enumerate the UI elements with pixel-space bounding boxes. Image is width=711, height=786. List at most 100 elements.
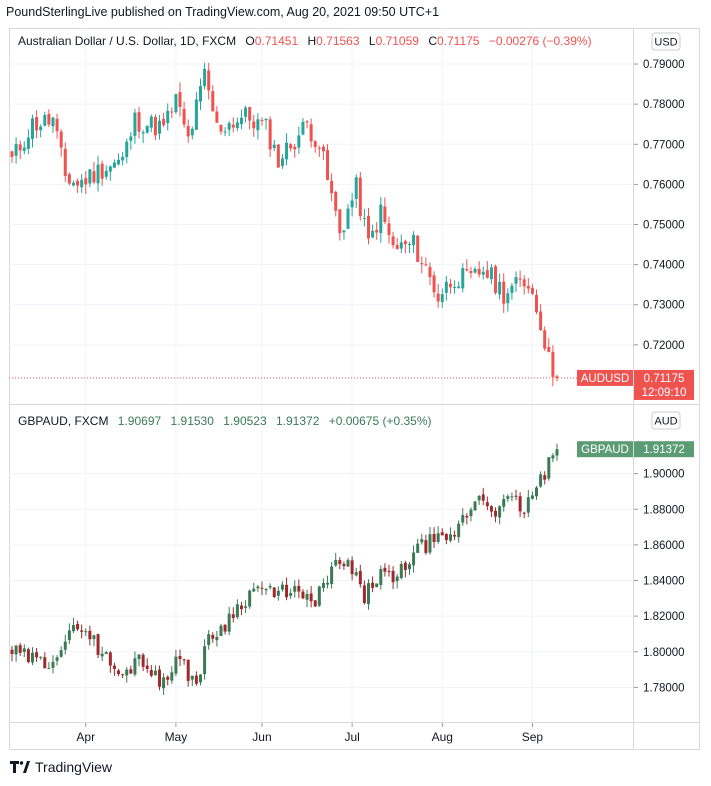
y-tick-label: 0.78000 — [643, 99, 685, 111]
candle-body — [252, 121, 256, 129]
candle-body — [494, 510, 498, 517]
candle-body — [129, 136, 133, 141]
candle-body — [252, 588, 256, 592]
candle-body — [96, 164, 100, 184]
candle-body — [375, 583, 379, 588]
candle-body — [84, 178, 88, 185]
svg-text:GBPAUD: GBPAUD — [581, 444, 629, 456]
candle-body — [321, 146, 325, 152]
candle-body — [424, 264, 428, 266]
candle-body — [506, 293, 510, 304]
candle-body — [227, 123, 231, 130]
candle-body — [153, 116, 157, 136]
candle-body — [526, 497, 530, 513]
candle-body — [133, 112, 137, 136]
candle-body — [481, 494, 485, 501]
candle-body — [444, 533, 448, 541]
candle-body — [174, 656, 178, 674]
y-tick-label: 0.79000 — [643, 59, 685, 71]
candle-body — [428, 266, 432, 278]
candle-body — [539, 311, 543, 331]
candle-body — [145, 125, 149, 133]
candle-body — [285, 142, 289, 160]
candle-body — [80, 179, 84, 188]
candle-body — [354, 572, 358, 576]
candle-body — [461, 268, 465, 289]
candle-body — [485, 502, 489, 507]
gbpaud-last-price-tag: GBPAUD 1.91372 — [577, 441, 694, 458]
candle-body — [117, 670, 121, 675]
candle-body — [121, 156, 125, 161]
svg-text:USD: USD — [654, 37, 677, 49]
candle-body — [530, 495, 534, 499]
candle-body — [453, 535, 457, 537]
candle-body — [264, 588, 268, 591]
candle-body — [518, 496, 522, 512]
candle-body — [30, 118, 34, 139]
candle-body — [555, 449, 559, 456]
y-tick-label: 0.74000 — [643, 260, 685, 272]
candle-body — [215, 111, 219, 123]
candle-body — [547, 346, 551, 352]
candle-body — [260, 119, 264, 121]
chart-frame — [9, 28, 700, 750]
candle-body — [522, 279, 526, 287]
candle-body — [477, 268, 481, 275]
candle-body — [96, 634, 100, 655]
candle-body — [407, 564, 411, 570]
candle-body — [268, 119, 272, 150]
candle-body — [510, 285, 514, 293]
svg-text:0.71175: 0.71175 — [644, 373, 685, 385]
candle-body — [59, 131, 63, 148]
candle-body — [469, 271, 473, 273]
candle-body — [149, 116, 153, 128]
candle-body — [104, 652, 108, 655]
candle-body — [170, 111, 174, 113]
candle-body — [88, 169, 92, 184]
y-tick-label: 0.76000 — [643, 179, 685, 191]
y-tick-label: 1.78000 — [643, 682, 685, 694]
candle-body — [244, 606, 248, 608]
candle-body — [383, 567, 387, 572]
candle-body — [432, 533, 436, 543]
p1-legend: Australian Dollar / U.S. Dollar, 1D, FXC… — [18, 34, 592, 48]
candle-body — [223, 624, 227, 632]
candle-body — [535, 487, 539, 497]
candle-body — [92, 635, 96, 640]
candle-body — [182, 108, 186, 125]
candle-body — [100, 653, 104, 657]
candle-body — [194, 99, 198, 130]
candle-body — [354, 177, 358, 199]
candle-body — [203, 646, 207, 675]
candle-body — [502, 498, 506, 507]
usd-scale-badge[interactable]: USD — [651, 32, 681, 51]
y-tick-label: 1.84000 — [643, 576, 685, 588]
candle-body — [305, 121, 309, 123]
candle-body — [510, 496, 514, 498]
candle-body — [211, 91, 215, 112]
candle-body — [367, 215, 371, 239]
candle-body — [407, 243, 411, 245]
candle-body — [457, 523, 461, 538]
time-axis-labels: Apr May Jun Jul Aug Sep — [76, 730, 543, 744]
aud-scale-badge[interactable]: AUD — [651, 411, 681, 430]
candle-body — [137, 112, 141, 132]
candle-body — [518, 278, 522, 280]
candle-body — [239, 605, 243, 610]
candle-body — [125, 141, 129, 158]
candle-body — [186, 659, 190, 681]
candle-body — [539, 474, 543, 487]
candle-body — [190, 675, 194, 680]
candle-body — [182, 659, 186, 661]
candle-body — [39, 656, 43, 658]
candle-body — [264, 118, 268, 121]
candle-body — [383, 206, 387, 223]
candle-body — [59, 650, 63, 657]
candle-body — [293, 146, 297, 150]
candle-body — [14, 645, 18, 655]
candle-body — [239, 117, 243, 125]
candle-body — [227, 613, 231, 632]
candle-body — [244, 107, 248, 117]
candle-body — [502, 281, 506, 304]
